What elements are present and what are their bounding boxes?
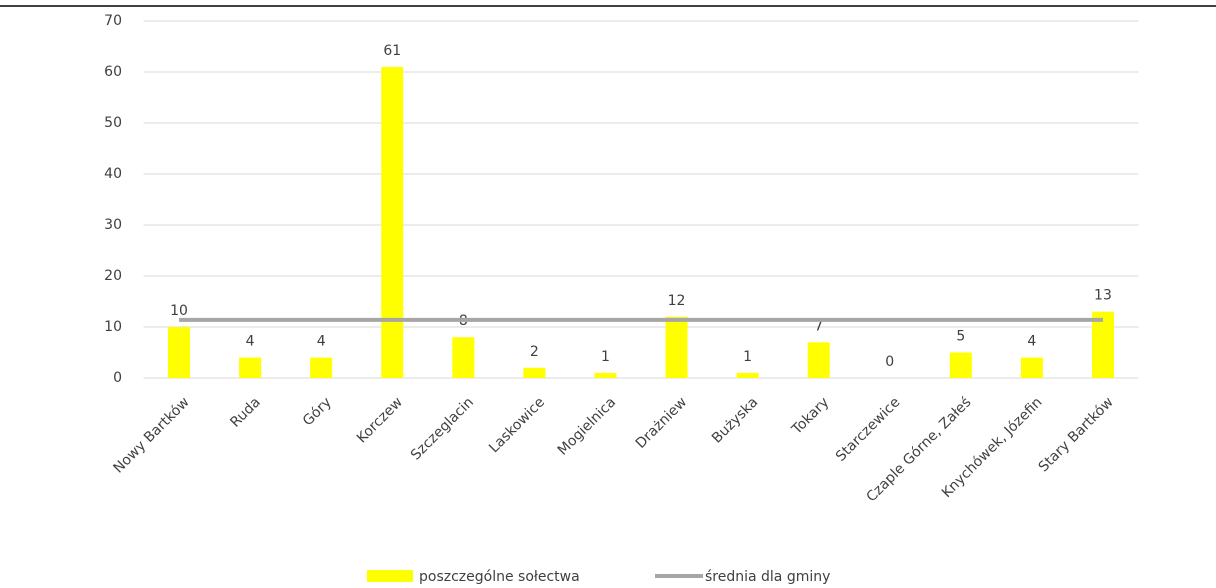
bar [381, 66, 404, 379]
legend-label: średnia dla gminy [705, 569, 830, 585]
x-tick-label: Nowy Bartków [110, 394, 192, 476]
bar [310, 357, 333, 378]
bar [594, 372, 617, 378]
x-tick-label: Drażniew [633, 394, 690, 451]
legend-swatch [367, 570, 413, 582]
x-tick-label: Mogielnica [555, 394, 619, 458]
x-tick-label: Korczew [354, 394, 406, 446]
value-label: 1 [743, 349, 752, 365]
value-label: 2 [530, 344, 539, 360]
x-tick-label: Bużyska [709, 394, 761, 446]
bar [452, 337, 475, 378]
bar [949, 352, 972, 378]
x-tick-label: Stary Bartków [1036, 394, 1117, 475]
value-label: 0 [885, 354, 894, 370]
value-label: 1 [601, 349, 610, 365]
value-label: 4 [246, 334, 255, 350]
bar [1091, 311, 1114, 378]
x-tick-label: Starczewice [833, 394, 904, 465]
bar [168, 327, 191, 378]
y-tick-label: 70 [104, 13, 122, 29]
y-tick-label: 60 [104, 64, 122, 80]
bar [239, 357, 262, 378]
y-tick-label: 30 [104, 217, 122, 233]
bar [665, 316, 688, 378]
value-label: 4 [317, 334, 326, 350]
bar [807, 342, 830, 378]
value-label: 13 [1094, 288, 1112, 304]
x-tick-label: Góry [300, 394, 335, 429]
y-tick-label: 0 [113, 370, 122, 386]
x-tick-label: Tokary [788, 394, 832, 438]
x-tick-label: Laskowice [486, 394, 548, 456]
value-label: 7 [814, 318, 823, 334]
value-label: 4 [1027, 334, 1036, 350]
value-label: 5 [956, 329, 965, 345]
bar [736, 372, 759, 378]
value-label: 12 [668, 293, 686, 309]
bar [1020, 357, 1043, 378]
y-tick-label: 50 [104, 115, 122, 131]
bar [523, 367, 546, 378]
y-tick-label: 10 [104, 319, 122, 335]
x-tick-label: Szczeglacin [408, 394, 477, 463]
y-tick-label: 20 [104, 268, 122, 284]
value-label: 10 [170, 303, 188, 319]
legend-label: poszczególne sołectwa [419, 569, 580, 585]
x-tick-label: Ruda [227, 394, 263, 430]
value-label: 61 [383, 43, 401, 59]
y-tick-label: 40 [104, 166, 122, 182]
